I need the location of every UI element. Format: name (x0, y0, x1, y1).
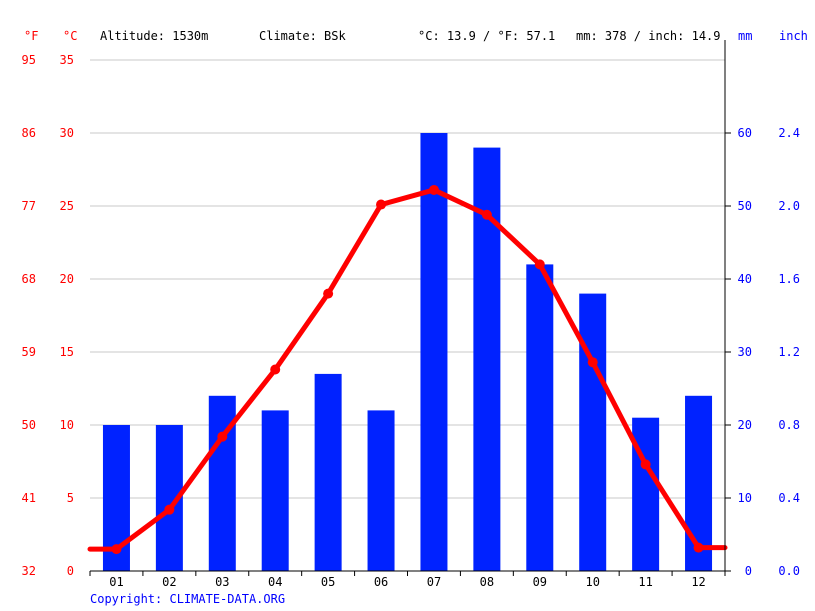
temperature-point (481, 209, 492, 220)
celsius-tick-label: 25 (60, 199, 74, 213)
inch-tick-label: 2.0 (778, 199, 800, 213)
precipitation-bar (526, 264, 554, 571)
celsius-tick-label: 35 (60, 53, 74, 67)
fahrenheit-tick-label: 41 (22, 491, 36, 505)
fahrenheit-tick-label: 50 (22, 418, 36, 432)
month-tick-label: 04 (268, 575, 282, 589)
month-tick-label: 03 (215, 575, 229, 589)
fahrenheit-tick-label: 59 (22, 345, 36, 359)
celsius-tick-label: 30 (60, 126, 74, 140)
precipitation-bar (579, 293, 607, 571)
inch-tick-label: 0.8 (778, 418, 800, 432)
month-tick-label: 01 (109, 575, 123, 589)
inch-tick-label: 0.4 (778, 491, 800, 505)
mm-tick-label: 20 (738, 418, 752, 432)
temperature-point (534, 259, 545, 270)
mm-tick-label: 30 (738, 345, 752, 359)
temperature-point (217, 431, 228, 442)
temperature-point (270, 364, 281, 375)
precipitation-bar (420, 133, 448, 571)
month-tick-label: 10 (585, 575, 599, 589)
temperature-average-label: °C: 13.9 / °F: 57.1 (418, 29, 556, 43)
fahrenheit-tick-label: 77 (22, 199, 36, 213)
temperature-line (87, 187, 728, 552)
fahrenheit-tick-label: 95 (22, 53, 36, 67)
celsius-tick-label: 5 (67, 491, 74, 505)
temperature-point (428, 184, 439, 195)
inch-tick-label: 1.6 (778, 272, 800, 286)
mm-tick-label: 60 (738, 126, 752, 140)
celsius-tick-label: 0 (67, 564, 74, 578)
fahrenheit-tick-label: 86 (22, 126, 36, 140)
month-tick-label: 05 (321, 575, 335, 589)
celsius-tick-label: 15 (60, 345, 74, 359)
temperature-point (323, 288, 334, 299)
inch-tick-label: 2.4 (778, 126, 800, 140)
precipitation-bar (632, 417, 660, 571)
celsius-tick-label: 20 (60, 272, 74, 286)
month-tick-label: 08 (480, 575, 494, 589)
precipitation-bar (261, 410, 289, 571)
climate-label: Climate: BSk (259, 29, 346, 43)
month-tick-label: 12 (691, 575, 705, 589)
fahrenheit-axis-unit: °F (24, 29, 39, 43)
month-tick-label: 07 (427, 575, 441, 589)
precipitation-bar (367, 410, 395, 571)
inch-tick-label: 1.2 (778, 345, 800, 359)
temperature-point (640, 459, 651, 470)
copyright-text: Copyright: CLIMATE-DATA.ORG (90, 592, 286, 606)
precipitation-bar (314, 373, 342, 571)
temperature-point (587, 357, 598, 368)
inch-axis-unit: inch (779, 29, 808, 43)
mm-tick-label: 10 (738, 491, 752, 505)
altitude-label: Altitude: 1530m (100, 29, 209, 43)
fahrenheit-tick-label: 32 (22, 564, 36, 578)
month-tick-label: 06 (374, 575, 388, 589)
celsius-axis-unit: °C (63, 29, 78, 43)
temperature-point (693, 542, 704, 553)
mm-axis-unit: mm (738, 29, 753, 43)
precipitation-average-label: mm: 378 / inch: 14.9 (576, 29, 721, 43)
mm-tick-label: 50 (738, 199, 752, 213)
fahrenheit-tick-label: 68 (22, 272, 36, 286)
mm-tick-label: 0 (745, 564, 752, 578)
inch-tick-label: 0.0 (778, 564, 800, 578)
temperature-point (164, 504, 175, 515)
month-tick-label: 02 (162, 575, 176, 589)
mm-tick-label: 40 (738, 272, 752, 286)
month-tick-label: 11 (638, 575, 652, 589)
precipitation-bar (685, 395, 713, 571)
temperature-point (111, 544, 122, 555)
temperature-point (376, 199, 387, 210)
celsius-tick-label: 10 (60, 418, 74, 432)
month-tick-label: 09 (533, 575, 547, 589)
